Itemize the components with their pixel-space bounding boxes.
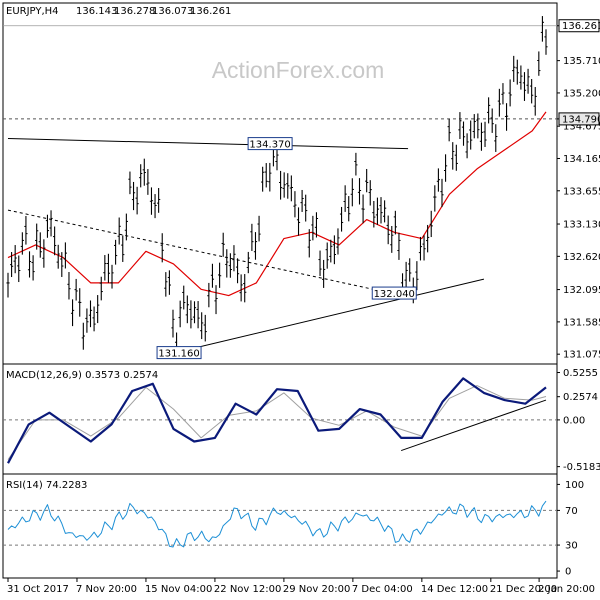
macd-signal-line — [7, 385, 547, 460]
price-axis-label: 134.675 — [563, 122, 600, 133]
grid-lines — [3, 25, 560, 582]
price-axis-label: 133.130 — [563, 220, 600, 231]
x-axis-label: 29 Nov 20:00 — [283, 584, 350, 595]
rsi-panel-frame — [2, 473, 558, 579]
watermark: ActionForex.com — [212, 57, 385, 83]
rising-support-line — [180, 278, 485, 352]
rsi-axis-label: 30 — [565, 541, 578, 552]
chart-texts: 135.710 135.200 134.675 134.165 133.655 133.1… — [7, 19, 600, 595]
header-open: 136.143 — [76, 6, 117, 17]
falling-trend-line — [7, 209, 409, 298]
chart-lines — [7, 111, 547, 548]
reference-level-box-label: 134.790 — [562, 114, 600, 125]
macd-label: MACD(12,26,9) 0.3573 0.2574 — [6, 370, 158, 381]
panel-frames — [2, 2, 558, 579]
symbol-label: EURJPY,H4 — [6, 6, 59, 17]
resistance-line — [7, 138, 409, 150]
macd-axis-label: 0.2574 — [563, 392, 598, 403]
rsi-line — [7, 500, 547, 548]
x-axis-label: 22 Nov 12:00 — [214, 584, 281, 595]
annotation-134-370: 134.370 — [249, 140, 290, 151]
annotation-132-040-box — [371, 286, 417, 300]
price-axis-label: 134.165 — [563, 154, 600, 165]
header-high: 136.278 — [114, 6, 155, 17]
annotation-131-160-box — [156, 346, 202, 360]
macd-axis-label: 0.5255 — [563, 368, 598, 379]
x-axis-label: 7 Nov 20:00 — [76, 584, 137, 595]
annotation-132-040: 132.040 — [374, 289, 415, 300]
price-axis-label: 135.200 — [563, 88, 600, 99]
x-axis-label: 7 Dec 04:00 — [352, 584, 413, 595]
x-axis-label: 15 Nov 04:00 — [145, 584, 212, 595]
macd-axis-label: 0.00 — [563, 415, 585, 426]
header-close: 136.261 — [190, 6, 231, 17]
annotation-134-370-box — [247, 137, 293, 151]
current-price-box-label: 136.261 — [562, 21, 600, 32]
macd-line — [7, 377, 547, 464]
price-axis-label: 135.710 — [563, 56, 600, 67]
x-axis-label: 21 Dec 20:00 — [490, 584, 557, 595]
price-axis-label: 132.620 — [563, 252, 600, 263]
header-low: 136.073 — [152, 6, 193, 17]
chart-marks — [6, 16, 548, 359]
reference-level-box — [558, 112, 600, 126]
rsi-axis-label: 100 — [565, 480, 584, 491]
x-axis-label: 31 Oct 2017 — [7, 584, 69, 595]
rsi-axis-label: 0 — [565, 567, 571, 578]
annotation-131-160: 131.160 — [158, 349, 199, 360]
price-axis-label: 132.095 — [563, 285, 600, 296]
x-axis-label: 2 Jan 20:00 — [538, 584, 595, 595]
rsi-axis-label: 70 — [565, 506, 578, 517]
current-price-box — [558, 19, 600, 33]
x-axis-label: 14 Dec 12:00 — [421, 584, 488, 595]
macd-trendline — [400, 399, 547, 452]
price-axis-label: 131.585 — [563, 317, 600, 328]
price-axis-label: 131.075 — [563, 350, 600, 361]
macd-axis-label: -0.5183 — [563, 462, 600, 473]
price-axis-label: 133.655 — [563, 186, 600, 197]
rsi-label: RSI(14) 74.2283 — [6, 480, 87, 491]
